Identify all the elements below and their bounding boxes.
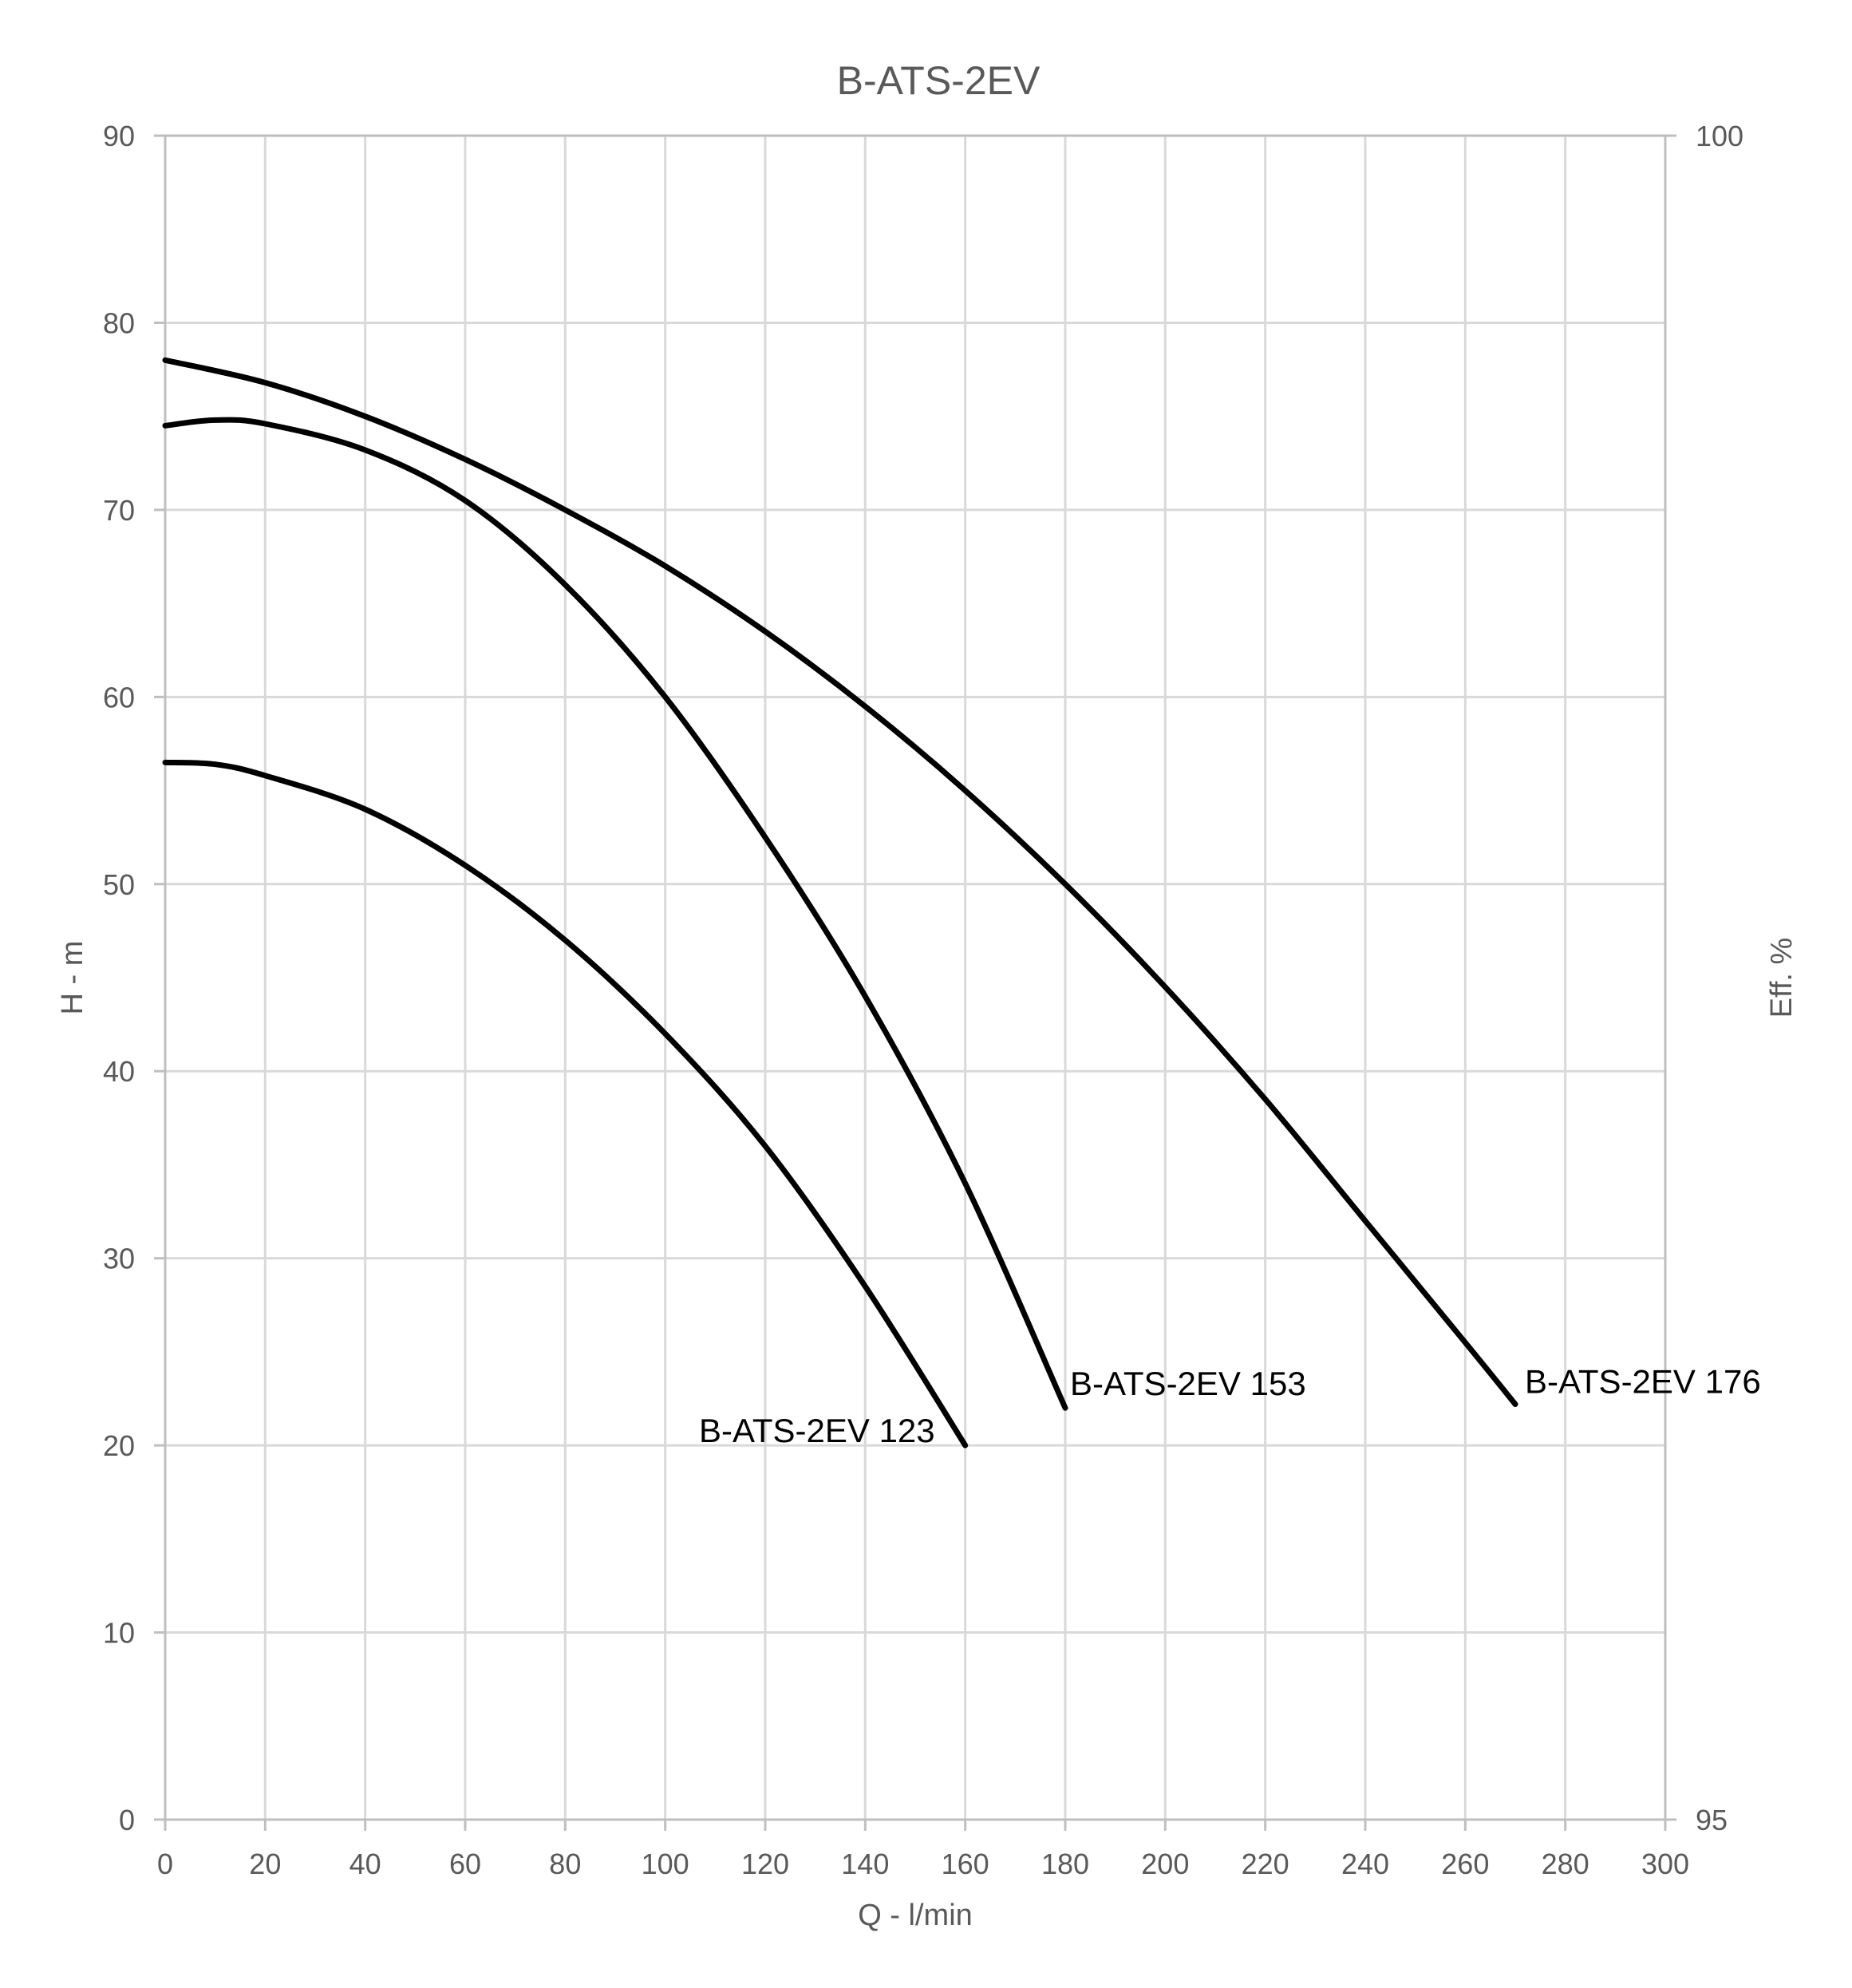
y-tick-label: 80 <box>103 306 135 339</box>
x-axis-title: Q - l/min <box>858 1899 973 1932</box>
y-tick-label: 40 <box>103 1055 135 1088</box>
x-tick-label: 260 <box>1441 1848 1489 1880</box>
x-tick-label: 280 <box>1542 1848 1589 1880</box>
x-tick-label: 300 <box>1641 1848 1689 1880</box>
x-tick-label: 200 <box>1141 1848 1189 1880</box>
series-label-1: B-ATS-2EV 123 <box>699 1412 935 1449</box>
x-tick-label: 40 <box>349 1848 381 1880</box>
y-tick-label: 50 <box>103 868 135 901</box>
x-tick-label: 240 <box>1341 1848 1389 1880</box>
y-tick-label: 0 <box>119 1804 135 1836</box>
series-labels: B-ATS-2EV 123 B-ATS-2EV 153 B-ATS-2EV 176 <box>699 1363 1761 1450</box>
y2-tick-label: 100 <box>1696 120 1743 152</box>
x-tick-label: 120 <box>741 1848 789 1880</box>
series-curve-1 <box>162 759 969 1449</box>
x-tick-label: 0 <box>157 1848 173 1880</box>
x-tick-label: 80 <box>549 1848 581 1880</box>
x-tick-label: 60 <box>449 1848 481 1880</box>
plot-frame <box>164 134 1667 1821</box>
y-tick-label: 30 <box>103 1243 135 1275</box>
y-tick-label: 70 <box>103 494 135 527</box>
x-tick-label: 140 <box>841 1848 889 1880</box>
series-curves <box>162 357 1518 1449</box>
series-curve-2 <box>162 417 1068 1411</box>
y2-tick-label: 95 <box>1696 1804 1728 1836</box>
series-label-2: B-ATS-2EV 153 <box>1070 1365 1306 1402</box>
x-tick-label: 220 <box>1242 1848 1289 1880</box>
gridlines <box>164 134 1667 1821</box>
y-tick-label: 20 <box>103 1429 135 1462</box>
x-tick-label: 20 <box>249 1848 281 1880</box>
axes: 0 20 40 60 80 100 120 140 160 180 200 220 240 260 280 3… <box>103 120 1743 1880</box>
chart-title: B-ATS-2EV <box>837 58 1041 103</box>
series-curve-3 <box>162 357 1518 1407</box>
x-tick-label: 100 <box>642 1848 689 1880</box>
y2-axis-title: Eff. % <box>1765 938 1799 1018</box>
y-axis-title: H - m <box>56 941 89 1015</box>
series-label-3: B-ATS-2EV 176 <box>1525 1363 1761 1401</box>
y-tick-label: 60 <box>103 681 135 713</box>
x-tick-label: 160 <box>942 1848 989 1880</box>
x-tick-label: 180 <box>1041 1848 1089 1880</box>
y-tick-label: 10 <box>103 1617 135 1650</box>
y-tick-label: 90 <box>103 120 135 152</box>
